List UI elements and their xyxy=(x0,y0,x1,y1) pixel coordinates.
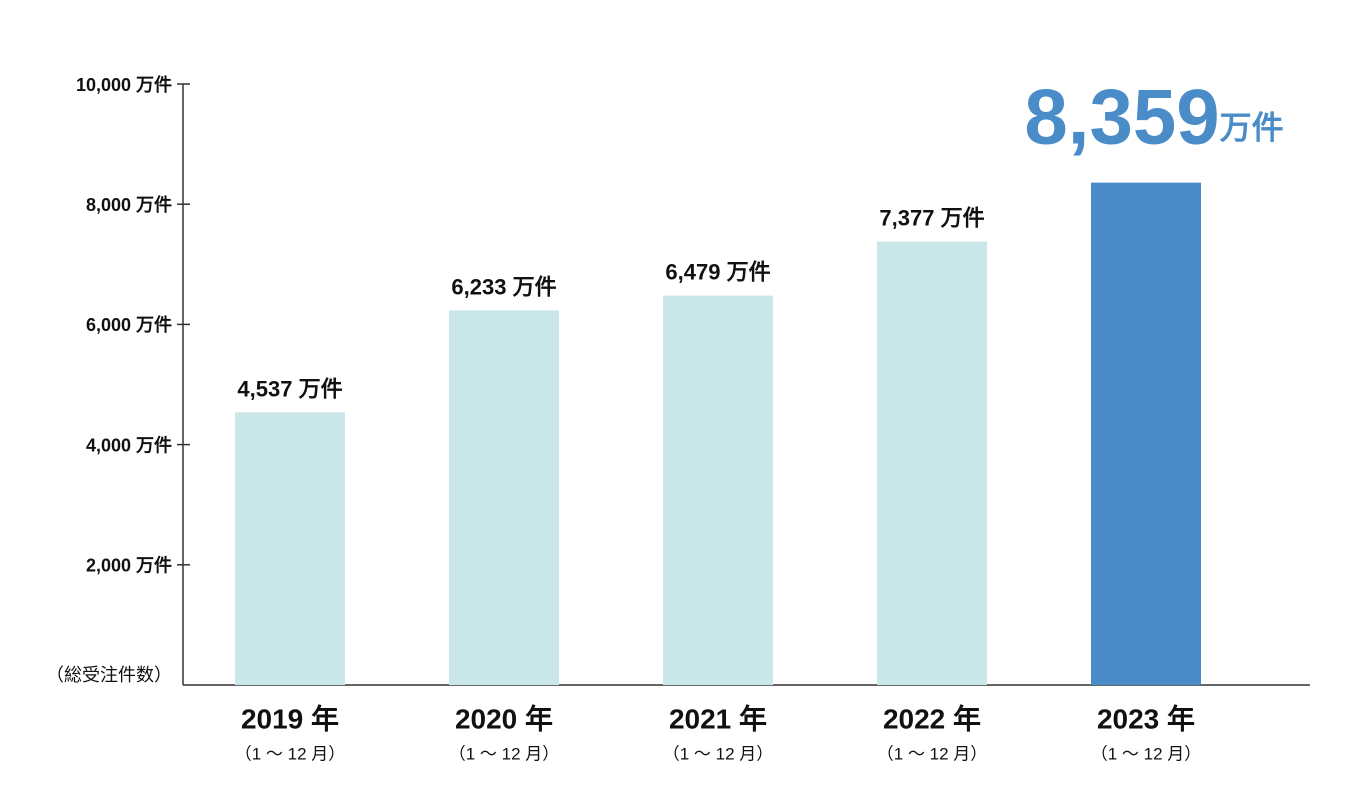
bar xyxy=(877,241,987,685)
y-axis-label: （総受注件数） xyxy=(46,665,172,685)
bar xyxy=(449,310,559,685)
value-label: 7,377 万件 xyxy=(879,205,984,230)
x-tick-label: 2019 年 xyxy=(241,702,339,734)
x-tick-label: 2023 年 xyxy=(1097,702,1195,734)
x-tick-sublabel: （1 ～ 12 月） xyxy=(449,744,560,763)
x-tick-sublabel: （1 ～ 12 月） xyxy=(663,744,774,763)
bar xyxy=(1091,182,1201,686)
y-tick-label: 10,000 万件 xyxy=(76,74,172,95)
y-tick-label: 6,000 万件 xyxy=(86,314,172,335)
x-tick-sublabel: （1 ～ 12 月） xyxy=(1091,744,1202,763)
x-tick-sublabel: （1 ～ 12 月） xyxy=(235,744,346,763)
value-label: 8,359万件 xyxy=(1024,72,1283,160)
x-tick-sublabel: （1 ～ 12 月） xyxy=(877,744,988,763)
value-label: 6,233 万件 xyxy=(451,274,556,299)
value-label: 6,479 万件 xyxy=(665,259,770,284)
x-tick-label: 2021 年 xyxy=(669,702,767,734)
x-tick-label: 2022 年 xyxy=(883,702,981,734)
bar xyxy=(663,295,773,685)
bar xyxy=(235,412,345,685)
y-tick-label: 2,000 万件 xyxy=(86,555,172,576)
y-tick-label: 4,000 万件 xyxy=(86,434,172,455)
value-label: 4,537 万件 xyxy=(237,376,342,401)
y-tick-label: 8,000 万件 xyxy=(86,194,172,215)
x-tick-label: 2020 年 xyxy=(455,702,553,734)
